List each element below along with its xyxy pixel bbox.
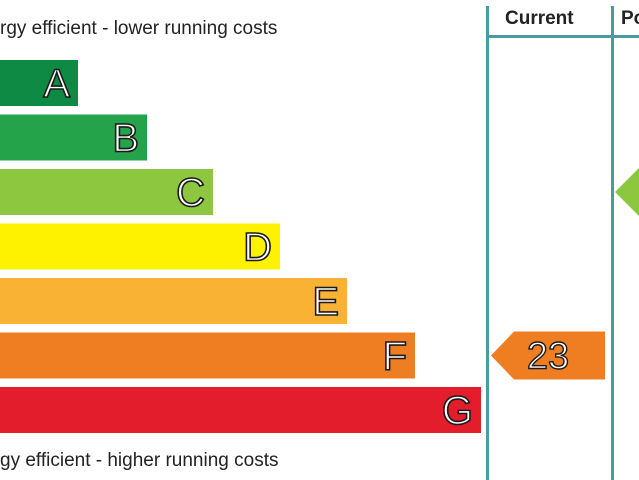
band-a	[0, 60, 78, 106]
band-label-g: G	[442, 389, 473, 433]
top-caption: rgy efficient - lower running costs	[0, 18, 278, 39]
band-e	[0, 278, 347, 324]
current-column-header: Current	[505, 8, 574, 29]
band-d	[0, 223, 280, 270]
band-label-f: F	[383, 335, 407, 379]
potential-column-header: Po	[621, 8, 639, 29]
band-label-c: C	[176, 171, 205, 215]
bottom-caption: gy efficient - higher running costs	[0, 450, 279, 471]
band-label-e: E	[312, 280, 339, 324]
current-column-left-border	[486, 6, 489, 480]
band-b	[0, 114, 147, 161]
band-g	[0, 387, 481, 433]
band-label-d: D	[243, 226, 272, 270]
band-label-b: B	[112, 117, 139, 161]
band-label-a: A	[43, 62, 70, 106]
band-f	[0, 332, 415, 379]
potential-rating-arrow	[615, 168, 639, 216]
current-column-right-border	[611, 6, 614, 480]
header-divider	[486, 35, 639, 38]
current-rating-arrow	[491, 331, 605, 380]
band-c	[0, 169, 213, 215]
current-rating-value: 23	[527, 336, 569, 378]
